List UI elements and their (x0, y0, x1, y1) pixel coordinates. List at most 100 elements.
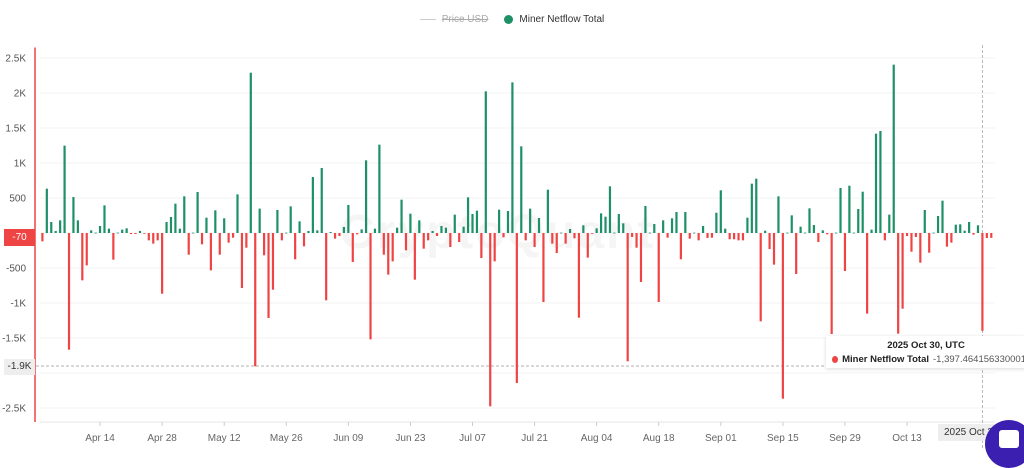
bar-positive (107, 228, 111, 233)
bar-positive (954, 224, 957, 233)
bar-negative (147, 233, 150, 241)
legend: Price USD Miner Netflow Total (0, 14, 1024, 25)
y-tick-label: -500 (6, 264, 26, 275)
bar-positive (484, 91, 487, 233)
bar-negative (267, 233, 270, 318)
bar-negative (883, 233, 886, 241)
bar-negative (449, 233, 452, 247)
bar-positive (529, 208, 532, 233)
bar-positive (249, 72, 252, 233)
bar-positive (546, 189, 549, 233)
bar-negative (768, 233, 771, 250)
bar-positive (613, 232, 616, 234)
bar-positive (852, 232, 855, 234)
bar-positive (932, 232, 935, 234)
bar-positive (462, 226, 465, 233)
x-tick-label: Jun 09 (333, 433, 363, 444)
bar-negative (489, 233, 492, 407)
bar-positive (790, 215, 793, 233)
bar-negative (843, 233, 847, 272)
bar-negative (152, 233, 155, 244)
bar-positive (693, 232, 696, 234)
bar-positive (719, 190, 722, 233)
y-tick-label: -1.5K (2, 334, 26, 345)
bar-positive (582, 225, 585, 233)
bar-positive (675, 212, 678, 233)
bar-positive (192, 232, 195, 234)
bar-negative (231, 233, 235, 238)
bar-positive (537, 218, 541, 233)
legend-label: Price USD (441, 14, 489, 25)
bar-positive (59, 220, 62, 233)
bar-positive (799, 226, 802, 233)
bar-positive (923, 209, 926, 233)
bar-negative (533, 233, 536, 247)
bar-positive (511, 82, 514, 233)
bar-positive (560, 232, 563, 234)
bar-negative (666, 233, 669, 238)
bar-negative (209, 233, 212, 271)
bar-negative (826, 233, 829, 235)
bar-positive (750, 183, 753, 233)
bar-chart[interactable]: 2.5K 2K 1.5K 1K 500 -500 -1K -1.5K -2.5K Apr 14 Ap… (0, 0, 1024, 449)
bar-positive (786, 232, 789, 234)
legend-item-price-usd[interactable]: Price USD (419, 14, 489, 25)
bar-negative (679, 233, 682, 260)
bar-positive (453, 214, 456, 233)
bar-positive (236, 194, 239, 233)
bar-negative (586, 233, 589, 258)
bar-positive (520, 146, 523, 233)
bar-negative (161, 233, 164, 294)
bar-negative (866, 233, 869, 314)
bar-negative (263, 233, 266, 256)
tooltip-title: 2025 Oct 30, UTC (887, 340, 965, 351)
bar-negative (772, 233, 776, 265)
bar-positive (604, 216, 607, 233)
bar-negative (134, 233, 137, 235)
bar-positive (138, 230, 142, 233)
bar-positive (276, 209, 279, 233)
bar-positive (746, 217, 749, 233)
bar-negative (697, 233, 700, 241)
bar-negative (81, 233, 84, 281)
legend-item-miner-netflow[interactable]: Miner Netflow Total (504, 14, 604, 25)
bar-negative (897, 233, 900, 334)
bar-positive (400, 199, 403, 233)
bar-positive (715, 212, 718, 233)
bar-negative (387, 233, 390, 275)
bar-positive (121, 229, 124, 233)
bar-positive (307, 230, 310, 233)
bar-positive (183, 196, 186, 233)
bar-positive (839, 187, 842, 233)
bar-negative (338, 233, 341, 237)
bar-negative (990, 233, 993, 238)
bar-positive (857, 208, 860, 233)
x-tick-label: May 26 (270, 433, 303, 444)
bar-negative (227, 233, 230, 243)
bar-positive (471, 214, 474, 233)
bar-positive (258, 208, 261, 233)
bar-negative (85, 233, 88, 266)
bar-negative (325, 233, 328, 301)
dot-icon (504, 15, 514, 24)
bar-positive (360, 229, 363, 233)
bar-negative (218, 233, 221, 255)
bar-positive (834, 232, 838, 234)
bar-negative (254, 233, 257, 367)
x-tick-label: May 12 (208, 433, 241, 444)
bar-negative (524, 233, 527, 241)
x-tick-label: Oct 13 (892, 433, 922, 444)
bar-negative (129, 233, 133, 235)
bar-positive (285, 232, 288, 234)
chat-button[interactable] (985, 420, 1024, 468)
bar-positive (936, 215, 940, 233)
bar-positive (892, 64, 895, 234)
bar-positive (764, 230, 767, 233)
bar-positive (409, 213, 412, 233)
bar-positive (174, 203, 177, 233)
bar-positive (347, 205, 350, 233)
bar-positive (968, 222, 971, 233)
bar-negative (369, 233, 372, 340)
line-icon (419, 19, 436, 20)
crosshair-y-badge: -1.9K (4, 359, 35, 375)
